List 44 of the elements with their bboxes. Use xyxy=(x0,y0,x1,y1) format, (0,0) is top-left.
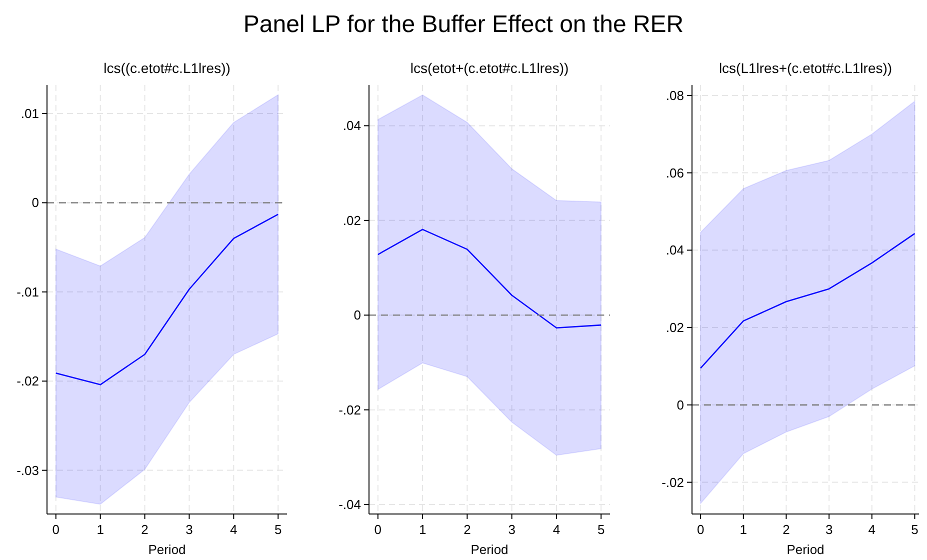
line-series xyxy=(55,214,279,386)
y-tick-label: 0 xyxy=(676,397,684,412)
x-axis-title: Period xyxy=(148,542,186,557)
x-tick-label: 4 xyxy=(868,522,876,537)
text: Panel LP for the Buffer Effect on the RER xyxy=(243,11,684,38)
x-tick-label: 1 xyxy=(418,522,426,537)
x-tick-label: 3 xyxy=(186,522,193,537)
x-tick-label: 2 xyxy=(464,522,471,537)
y-tick-label: .08 xyxy=(666,88,684,103)
x-tick-label: 2 xyxy=(141,522,148,537)
y-tick-label: .02 xyxy=(342,212,361,228)
y-tick-label: .02 xyxy=(666,320,684,336)
y-tick-label: -.01 xyxy=(16,284,39,300)
y-tick-label: .06 xyxy=(666,165,684,180)
x-tick-label: 3 xyxy=(825,522,833,537)
y-tick-label: .04 xyxy=(342,118,361,134)
y-tick-label: .01 xyxy=(20,106,39,122)
x-tick-label: 0 xyxy=(696,522,704,537)
y-tick-label: .04 xyxy=(666,242,684,258)
x-tick-label: 4 xyxy=(230,522,238,537)
x-tick-label: 5 xyxy=(274,522,282,537)
x-axis-title: Period xyxy=(470,542,508,557)
x-tick-label: 4 xyxy=(552,522,560,537)
x-tick-label: 1 xyxy=(740,522,748,537)
x-tick-label: 5 xyxy=(597,522,605,537)
y-tick-label: 0 xyxy=(32,195,39,210)
y-tick-label: -.02 xyxy=(338,402,361,418)
line-series xyxy=(377,228,602,329)
line-series xyxy=(700,232,916,369)
x-tick-label: 5 xyxy=(911,522,918,537)
x-tick-label: 1 xyxy=(96,522,104,537)
y-tick-label: -.04 xyxy=(338,497,361,512)
y-tick-label: -.02 xyxy=(662,474,684,490)
x-tick-label: 0 xyxy=(374,522,382,537)
x-tick-label: 2 xyxy=(782,522,790,537)
x-tick-label: 0 xyxy=(52,522,60,537)
chart-title: lcs(etot+(c.etot#c.L1lres)) xyxy=(410,60,569,76)
y-tick-label: -.03 xyxy=(16,462,39,478)
y-tick-label: -.02 xyxy=(16,374,39,389)
x-axis-title: Period xyxy=(786,542,824,557)
y-tick-label: 0 xyxy=(354,308,361,323)
x-tick-label: 3 xyxy=(508,522,516,537)
chart-title: lcs(L1lres+(c.etot#c.L1lres)) xyxy=(718,60,892,76)
chart-title: lcs((c.etot#c.L1lres)) xyxy=(104,60,230,76)
